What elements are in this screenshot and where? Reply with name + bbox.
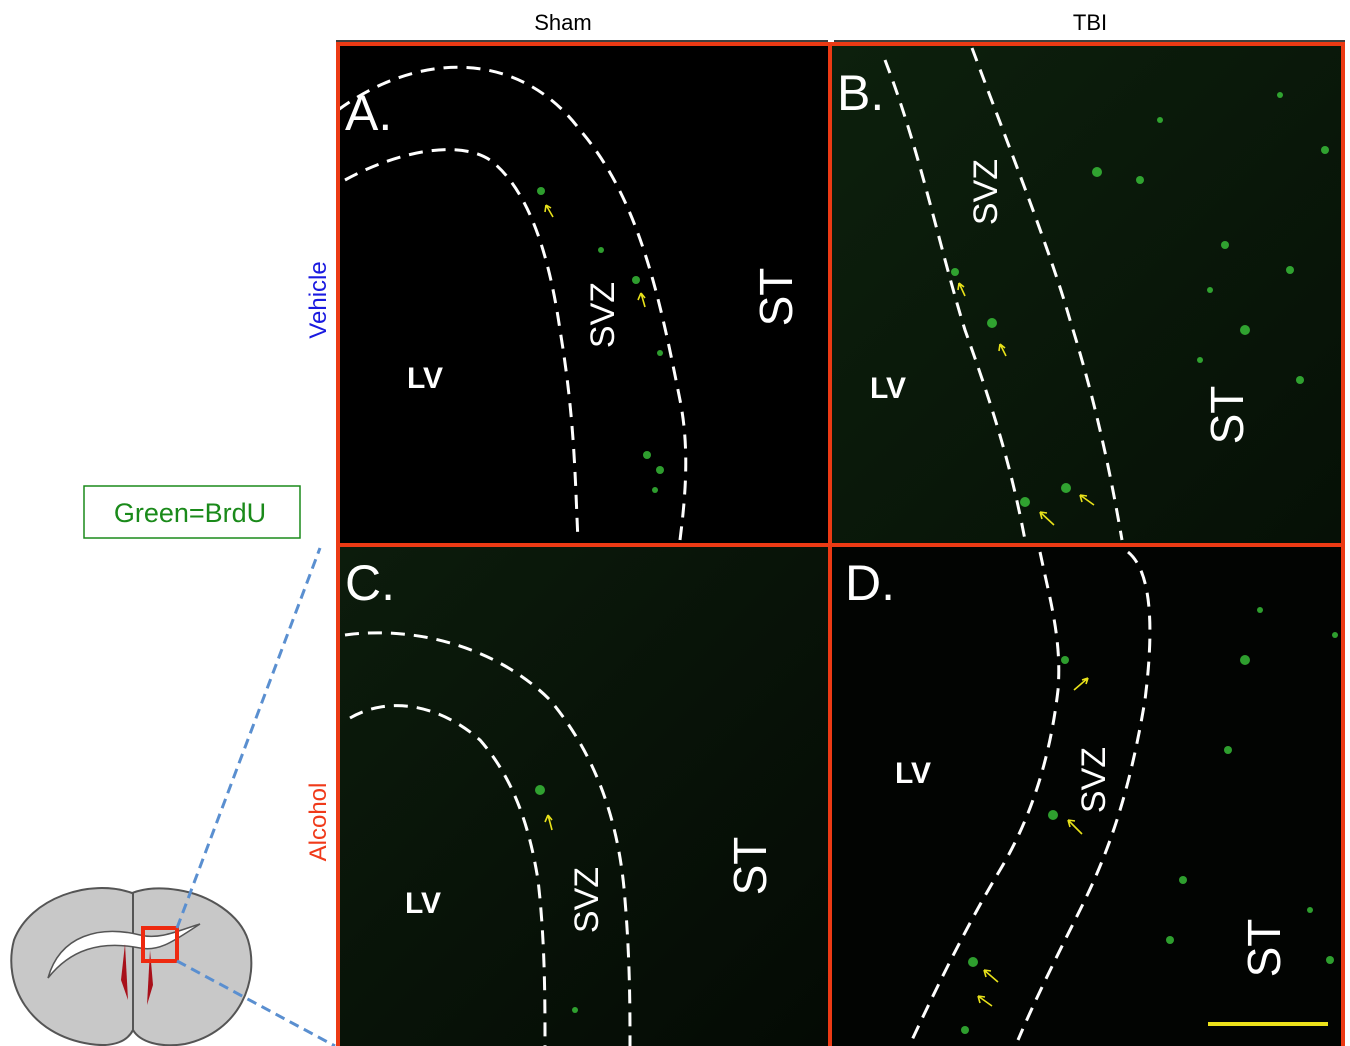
legend-box	[83, 485, 301, 539]
zone-boundary	[337, 65, 688, 541]
legend-text: Green=BrdU	[114, 498, 266, 528]
column-header: Sham	[534, 10, 591, 35]
region-label: LV	[407, 362, 443, 395]
zone-boundary	[1016, 550, 1152, 1041]
region-label: SVZ	[967, 159, 1005, 225]
zone-boundary	[349, 704, 547, 1046]
panel-label: A.	[345, 85, 392, 141]
region-label: ST	[750, 268, 802, 327]
panel-image	[830, 545, 1345, 1046]
region-label: ST	[1201, 386, 1253, 445]
row-label: Alcohol	[305, 783, 332, 862]
zone-boundary	[883, 59, 1027, 541]
region-label: LV	[405, 887, 441, 920]
panel-borders	[336, 42, 1345, 1046]
panel-b: B. LV SVZ ST	[837, 47, 1329, 541]
region-label: LV	[870, 372, 906, 405]
zone-boundary	[970, 47, 1124, 541]
zone-boundary	[910, 551, 1061, 1041]
column-header: TBI	[1073, 10, 1107, 35]
panel-image	[830, 42, 1345, 545]
region-label: ST	[1238, 919, 1290, 978]
panel-image	[336, 42, 830, 545]
region-label: LV	[895, 757, 931, 790]
region-label: SVZ	[568, 867, 606, 933]
panel-label: B.	[837, 65, 884, 121]
region-label: SVZ	[584, 282, 622, 348]
region-label: ST	[724, 837, 776, 896]
region-label: SVZ	[1075, 747, 1113, 813]
panel-label: C.	[345, 555, 395, 611]
brain-schematic	[10, 547, 336, 1046]
zone-boundary	[344, 631, 632, 1046]
panel-d: D. LV SVZ ST	[845, 550, 1338, 1041]
panel-label: D.	[845, 555, 895, 611]
panel-image	[336, 545, 830, 1046]
zone-boundary	[344, 148, 580, 541]
row-label: Vehicle	[305, 261, 332, 338]
panel-c: C. LV SVZ ST	[344, 555, 776, 1046]
panel-a: A. LV SVZ ST	[337, 65, 802, 541]
